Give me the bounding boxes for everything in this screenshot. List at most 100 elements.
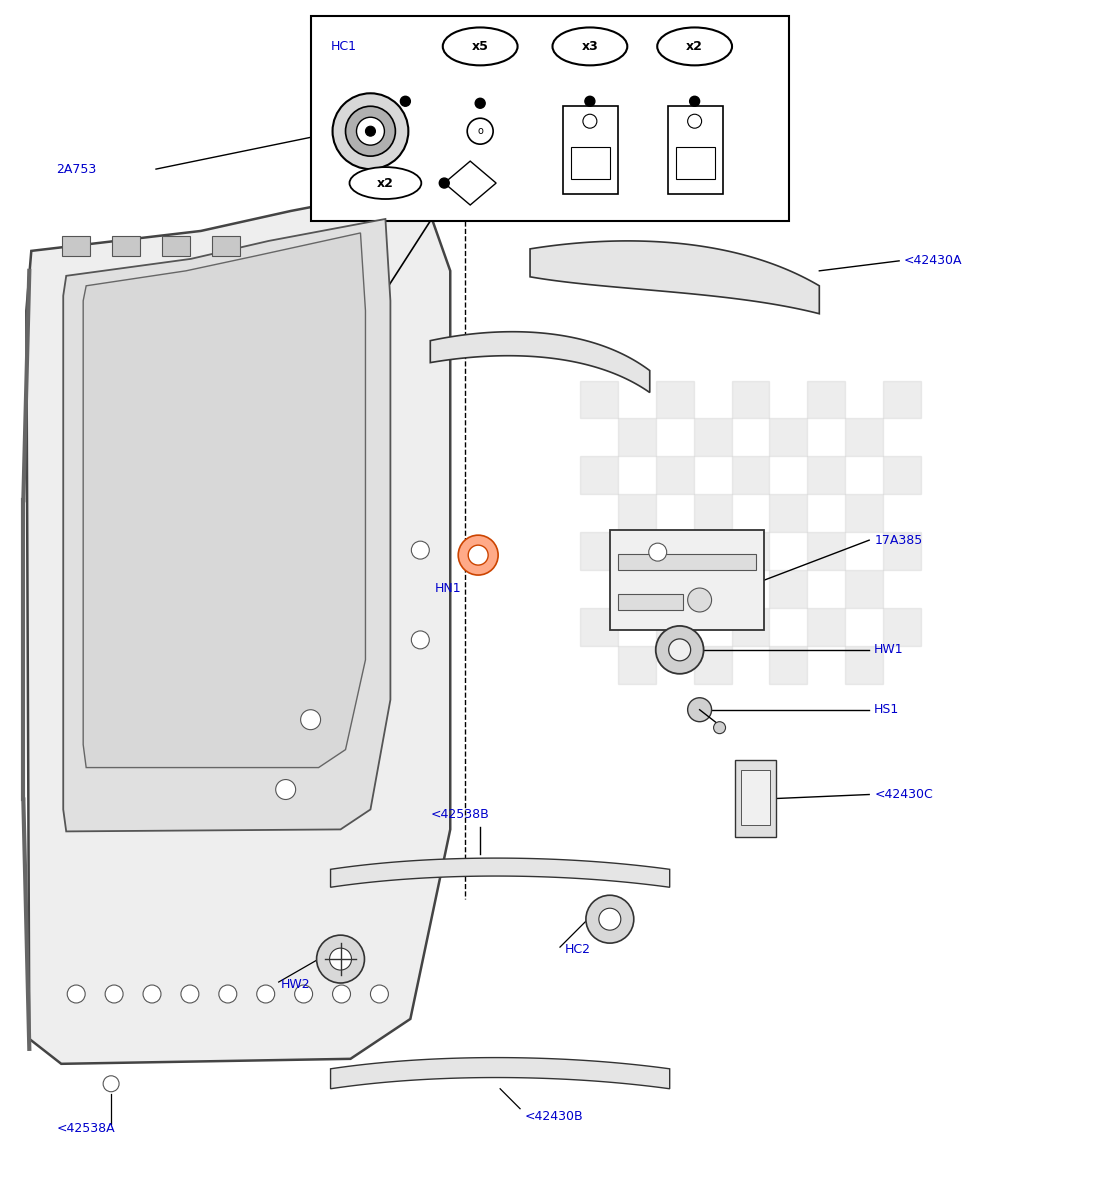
- Circle shape: [467, 119, 494, 144]
- Bar: [162, 236, 190, 256]
- Circle shape: [332, 94, 408, 169]
- Bar: [883, 456, 921, 494]
- Bar: [883, 380, 921, 419]
- Polygon shape: [444, 161, 496, 205]
- Text: HW1: HW1: [874, 643, 904, 656]
- Bar: [580, 380, 618, 419]
- Bar: [212, 236, 240, 256]
- Bar: [732, 608, 769, 646]
- Circle shape: [656, 626, 703, 674]
- Circle shape: [105, 985, 123, 1003]
- Circle shape: [688, 114, 702, 128]
- Bar: [883, 532, 921, 570]
- Bar: [769, 646, 807, 684]
- Bar: [310, 17, 790, 221]
- Circle shape: [218, 985, 237, 1003]
- Bar: [732, 380, 769, 419]
- Bar: [883, 608, 921, 646]
- Bar: [656, 380, 693, 419]
- Bar: [846, 570, 883, 608]
- Bar: [580, 456, 618, 494]
- Circle shape: [257, 985, 274, 1003]
- Text: car  parts: car parts: [251, 628, 384, 656]
- Bar: [807, 532, 846, 570]
- Circle shape: [713, 721, 725, 733]
- Polygon shape: [26, 186, 450, 1064]
- Polygon shape: [83, 233, 365, 768]
- Circle shape: [468, 545, 488, 565]
- Circle shape: [103, 1075, 120, 1092]
- Circle shape: [475, 98, 485, 108]
- Circle shape: [690, 96, 700, 107]
- Text: scuderia: scuderia: [181, 539, 434, 592]
- Bar: [656, 456, 693, 494]
- Text: <42538A: <42538A: [56, 1122, 115, 1135]
- Text: HS1: HS1: [874, 703, 900, 716]
- Text: <42430C: <42430C: [874, 788, 932, 802]
- Circle shape: [585, 96, 595, 107]
- Polygon shape: [64, 218, 391, 832]
- Circle shape: [371, 985, 388, 1003]
- Circle shape: [346, 107, 395, 156]
- Circle shape: [329, 948, 351, 970]
- Bar: [618, 594, 682, 610]
- Bar: [618, 570, 656, 608]
- Bar: [570, 148, 610, 179]
- Text: x2: x2: [687, 40, 703, 53]
- Bar: [676, 148, 714, 179]
- Bar: [693, 646, 732, 684]
- Circle shape: [599, 908, 621, 930]
- Polygon shape: [430, 331, 649, 392]
- Text: HC1: HC1: [330, 40, 357, 53]
- Text: <42430A: <42430A: [904, 254, 962, 268]
- Circle shape: [400, 96, 410, 107]
- Bar: [769, 419, 807, 456]
- Bar: [846, 494, 883, 532]
- Bar: [732, 532, 769, 570]
- Text: <42538B: <42538B: [430, 808, 489, 821]
- Ellipse shape: [443, 28, 518, 65]
- Text: HC2: HC2: [565, 943, 591, 955]
- Ellipse shape: [553, 28, 627, 65]
- Circle shape: [669, 638, 691, 661]
- Bar: [656, 532, 693, 570]
- Circle shape: [275, 780, 296, 799]
- Bar: [769, 570, 807, 608]
- Circle shape: [583, 114, 597, 128]
- Circle shape: [317, 935, 364, 983]
- Bar: [618, 419, 656, 456]
- Bar: [618, 494, 656, 532]
- Bar: [618, 646, 656, 684]
- Bar: [732, 456, 769, 494]
- Text: HN1: HN1: [434, 582, 462, 594]
- Circle shape: [688, 588, 712, 612]
- Bar: [740, 769, 770, 826]
- Polygon shape: [530, 241, 819, 313]
- Bar: [735, 760, 777, 838]
- Bar: [807, 456, 846, 494]
- Bar: [846, 646, 883, 684]
- Polygon shape: [330, 1057, 669, 1088]
- Bar: [656, 608, 693, 646]
- Bar: [846, 419, 883, 456]
- Circle shape: [365, 126, 375, 136]
- Text: 2A753: 2A753: [56, 162, 97, 175]
- Circle shape: [301, 709, 320, 730]
- Text: x5: x5: [472, 40, 488, 53]
- Circle shape: [459, 535, 498, 575]
- Circle shape: [586, 895, 634, 943]
- Circle shape: [67, 985, 86, 1003]
- Circle shape: [357, 118, 384, 145]
- Circle shape: [688, 697, 712, 721]
- Text: HW2: HW2: [281, 978, 310, 990]
- Text: 17A385: 17A385: [874, 534, 923, 547]
- Bar: [63, 236, 90, 256]
- Bar: [807, 380, 846, 419]
- Bar: [112, 236, 140, 256]
- Ellipse shape: [350, 167, 421, 199]
- Text: <42430B: <42430B: [525, 1110, 584, 1123]
- Bar: [563, 107, 618, 194]
- Bar: [807, 608, 846, 646]
- Circle shape: [411, 541, 429, 559]
- Bar: [769, 494, 807, 532]
